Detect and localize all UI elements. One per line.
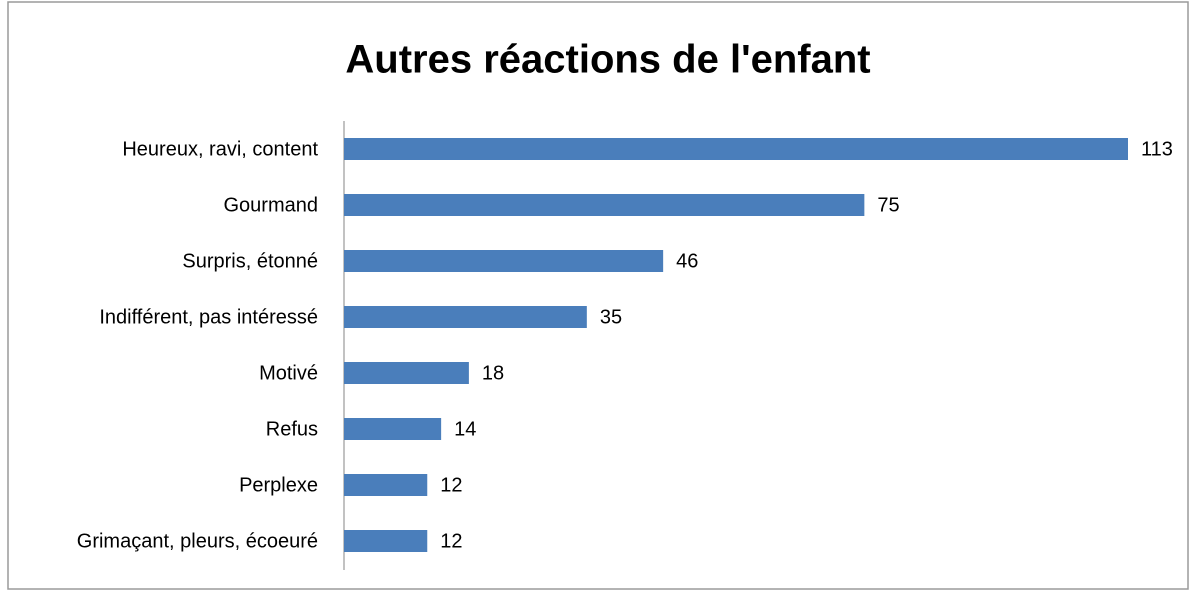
bar bbox=[344, 250, 664, 272]
y-tick-label: Heureux, ravi, content bbox=[122, 138, 318, 160]
y-tick-label: Refus bbox=[266, 418, 318, 440]
bar bbox=[344, 474, 428, 496]
data-label: 12 bbox=[440, 530, 462, 552]
bar bbox=[344, 530, 428, 552]
data-label: 35 bbox=[600, 306, 622, 328]
bar bbox=[344, 138, 1128, 160]
data-label: 113 bbox=[1141, 138, 1173, 160]
y-tick-label: Gourmand bbox=[224, 194, 319, 216]
data-label: 18 bbox=[482, 362, 504, 384]
bar bbox=[344, 418, 442, 440]
data-label: 75 bbox=[877, 194, 899, 216]
bar bbox=[344, 194, 865, 216]
y-tick-label: Grimaçant, pleurs, écoeuré bbox=[77, 530, 318, 552]
bar bbox=[344, 362, 469, 384]
y-tick-label: Indifférent, pas intéressé bbox=[99, 306, 318, 328]
data-label: 14 bbox=[454, 418, 476, 440]
bar bbox=[344, 306, 587, 328]
chart-title: Autres réactions de l'enfant bbox=[345, 38, 870, 82]
chart-frame bbox=[7, 1, 1189, 590]
y-tick-label: Surpris, étonné bbox=[182, 250, 318, 272]
y-tick-label: Perplexe bbox=[239, 474, 318, 496]
data-label: 12 bbox=[440, 474, 462, 496]
y-tick-label: Motivé bbox=[259, 362, 318, 384]
data-label: 46 bbox=[676, 250, 698, 272]
